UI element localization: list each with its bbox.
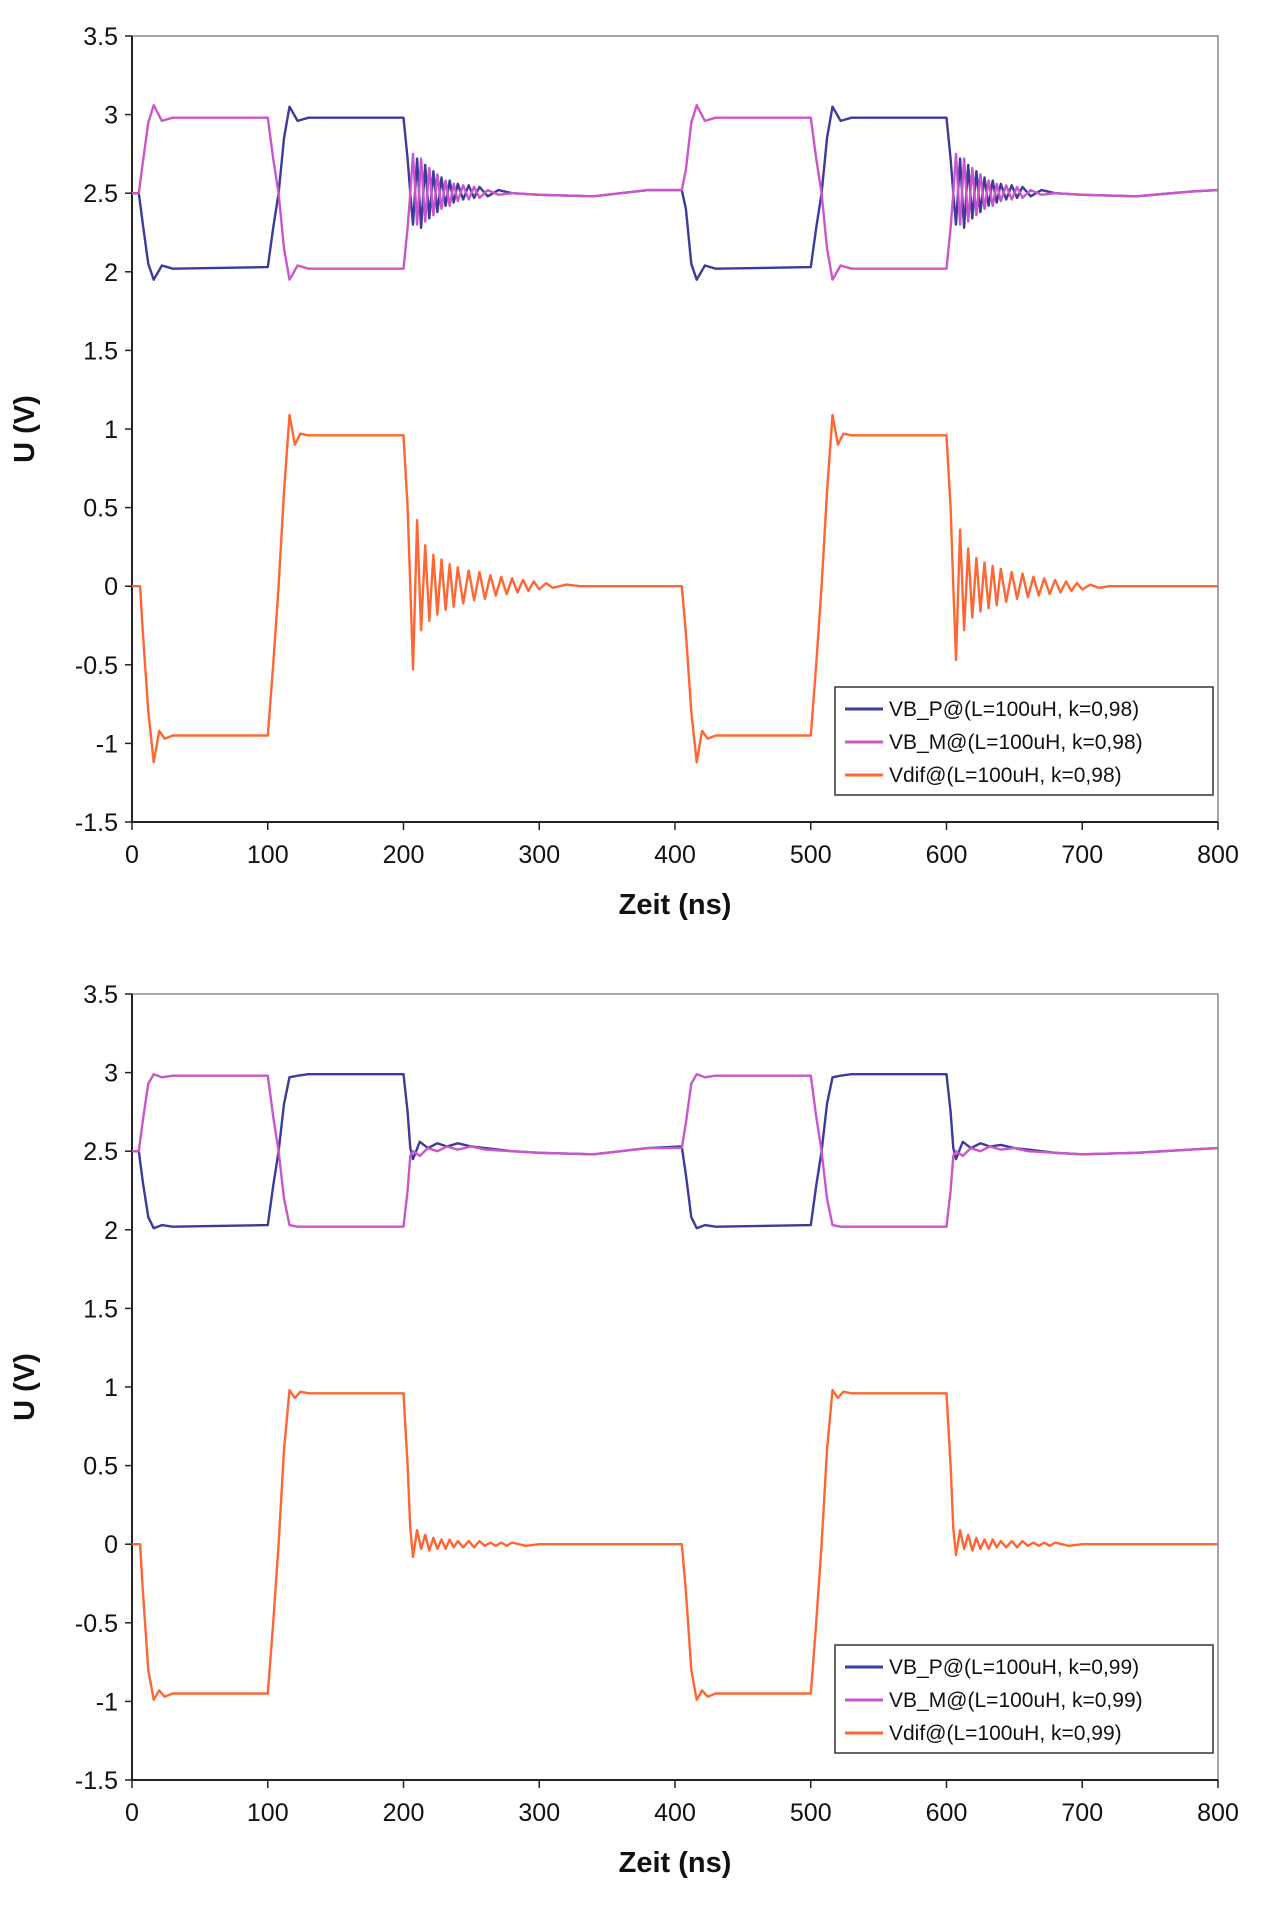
series-line-1 (132, 1073, 1219, 1230)
x-tick-label: 600 (926, 841, 968, 869)
line-chart-bottom: 3.532.521.510.50-0.5-1-1.50 100 200 300 400 5… (9, 981, 1239, 1879)
x-tick-label: 700 (1061, 841, 1103, 869)
y-tick-label: 3 (104, 102, 118, 130)
legend-entry-label: VB_P@(L=100uH, k=0,98) (889, 698, 1139, 721)
series-line-3 (132, 413, 1218, 764)
x-tick-label: 400 (654, 841, 696, 869)
y-tick-label: 1 (104, 416, 118, 444)
y-tick-label: 1 (104, 1374, 118, 1402)
x-tick-label: 400 (654, 1799, 696, 1827)
x-tick-label: 0 (125, 841, 139, 869)
line-chart-top: 3.532.521.510.50-0.5-1-1.50 100 200 300 400 5… (9, 23, 1239, 921)
y-tick-label: -1.5 (75, 1767, 118, 1795)
x-axis-title: Zeit (ns) (619, 889, 732, 921)
y-tick-label: 2 (104, 1217, 118, 1245)
y-axis-title: U (V) (9, 1353, 41, 1421)
legend-entry-label: VB_M@(L=100uH, k=0,98) (889, 731, 1143, 754)
x-tick-label: 800 (1197, 1799, 1239, 1827)
legend-entry-label: VB_M@(L=100uH, k=0,99) (889, 1689, 1143, 1712)
y-tick-label: 3.5 (83, 981, 118, 1009)
x-tick-label: 200 (383, 1799, 425, 1827)
legend-box (834, 1644, 1214, 1754)
y-tick-label: 2 (104, 259, 118, 287)
legend: VB_P@(L=100uH, k=0,98) VB_M@(L=100uH, k=0… (834, 686, 1214, 796)
y-tick-label: 0.5 (83, 1453, 118, 1481)
x-tick-label: 100 (247, 841, 289, 869)
x-tick-label: 700 (1061, 1799, 1103, 1827)
y-tick-label: 3.5 (83, 23, 118, 51)
x-tick-label: 800 (1197, 841, 1239, 869)
y-tick-label: 2.5 (83, 1138, 118, 1166)
y-tick-label: 0 (104, 1531, 118, 1559)
y-tick-label: 2.5 (83, 180, 118, 208)
series-line-2 (132, 1073, 1219, 1228)
x-tick-label: 100 (247, 1799, 289, 1827)
y-tick-label: -0.5 (75, 1610, 118, 1638)
y-tick-label: -1 (96, 730, 118, 758)
x-tick-label: 0 (125, 1799, 139, 1827)
y-tick-label: -1 (96, 1688, 118, 1716)
y-tick-label: 1.5 (83, 1295, 118, 1323)
y-axis-title: U (V) (9, 395, 41, 463)
y-tick-label: 0 (104, 573, 118, 601)
legend-entry-label: Vdif@(L=100uH, k=0,99) (889, 1722, 1122, 1745)
x-tick-label: 300 (518, 841, 560, 869)
y-tick-label: 3 (104, 1060, 118, 1088)
y-tick-label: -1.5 (75, 809, 118, 837)
x-tick-label: 300 (518, 1799, 560, 1827)
legend: VB_P@(L=100uH, k=0,99) VB_M@(L=100uH, k=0… (834, 1644, 1214, 1754)
x-tick-label: 500 (790, 1799, 832, 1827)
series-line-2 (132, 104, 1219, 281)
chart-panel-bottom: 3.5 3 2.5 2 1.5 1 0.5 0 -0.5 -1 -1.5 0 100 200 300 400 5… (0, 958, 1280, 1916)
legend-box (834, 686, 1214, 796)
x-tick-label: 500 (790, 841, 832, 869)
chart-panel-top: 3.5 3 2.5 2 1.5 1 0.5 0 -0.5 -1 -1.5 0 100 200 300 400 5… (0, 0, 1280, 958)
x-axis-title: Zeit (ns) (619, 1847, 732, 1879)
legend-entry-label: Vdif@(L=100uH, k=0,98) (889, 764, 1122, 787)
y-tick-label: 0.5 (83, 495, 118, 523)
x-tick-label: 200 (383, 841, 425, 869)
legend-entry-label: VB_P@(L=100uH, k=0,99) (889, 1656, 1139, 1679)
y-tick-label: 1.5 (83, 337, 118, 365)
x-tick-label: 600 (926, 1799, 968, 1827)
y-tick-label: -0.5 (75, 652, 118, 680)
series-line-3 (132, 1388, 1218, 1701)
